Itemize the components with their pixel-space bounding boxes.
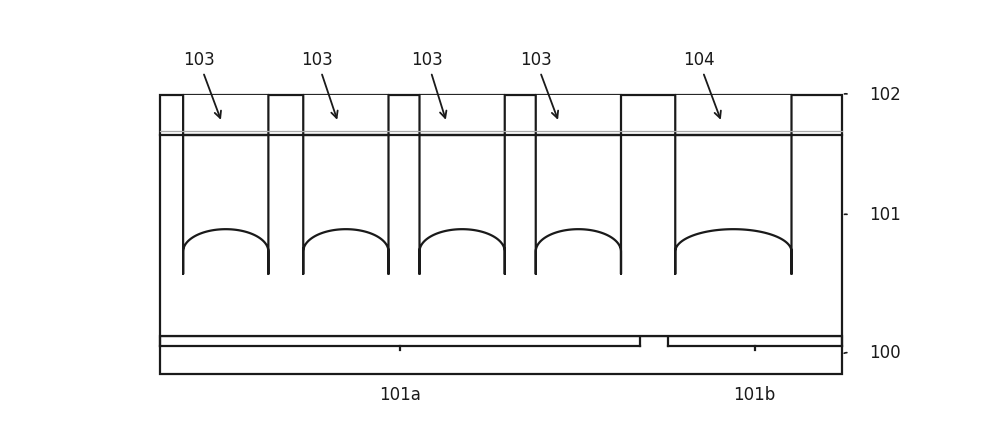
Polygon shape	[183, 95, 268, 135]
Text: 101: 101	[869, 207, 901, 224]
Text: 101b: 101b	[733, 386, 775, 404]
Text: 103: 103	[183, 51, 221, 118]
Text: 103: 103	[301, 51, 338, 118]
Polygon shape	[160, 95, 842, 336]
Polygon shape	[303, 95, 388, 135]
Text: 100: 100	[869, 344, 901, 362]
Text: 103: 103	[520, 51, 558, 118]
Polygon shape	[675, 95, 792, 135]
Text: 104: 104	[683, 51, 721, 118]
Polygon shape	[536, 95, 621, 274]
Polygon shape	[420, 95, 505, 135]
Polygon shape	[536, 95, 621, 135]
Polygon shape	[420, 95, 505, 274]
Polygon shape	[675, 95, 792, 274]
Text: 102: 102	[869, 86, 901, 104]
Text: 101a: 101a	[379, 386, 421, 404]
Polygon shape	[160, 336, 842, 374]
Polygon shape	[183, 95, 268, 274]
Polygon shape	[303, 95, 388, 274]
Text: 103: 103	[411, 51, 446, 118]
